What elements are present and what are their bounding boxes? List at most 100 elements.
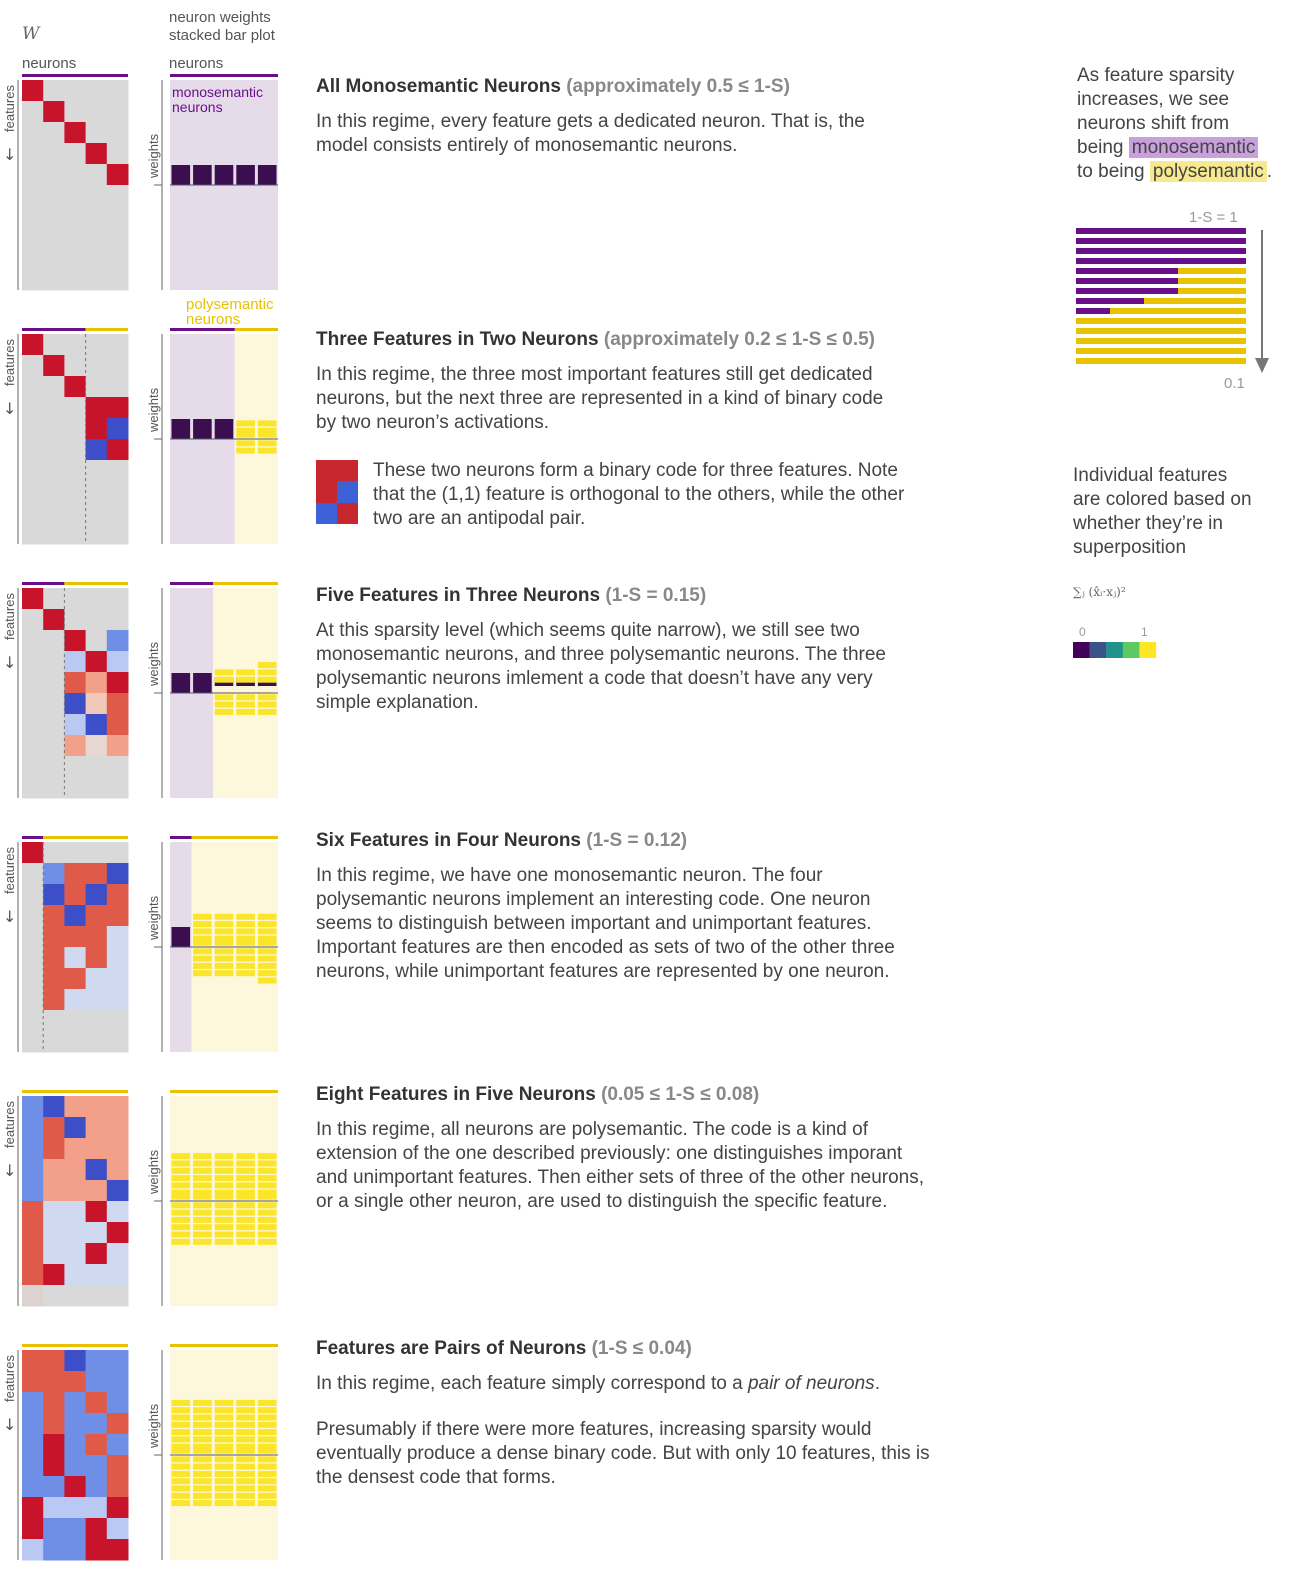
poly-weight-segment [193, 1399, 212, 1406]
matrix-cell [106, 481, 129, 503]
poly-weight-segment [257, 913, 277, 920]
poly-weight-segment [193, 935, 212, 946]
matrix-cell [43, 523, 65, 545]
matrix-cell [22, 206, 44, 228]
matrix-cell [43, 460, 65, 482]
mono-weight-bar [193, 419, 212, 439]
poly-weight-segment [257, 1209, 277, 1216]
poly-weight-segment [236, 1436, 255, 1443]
poly-weight-segment [257, 1485, 277, 1492]
matrix-cell [22, 143, 44, 165]
sidebar-prefix: to being [1077, 161, 1150, 182]
matrix-cell [43, 1264, 65, 1286]
matrix-cell [43, 926, 65, 948]
poly-indicator-bar [234, 328, 278, 331]
poly-weight-segment [193, 1182, 212, 1189]
matrix-cell [43, 185, 65, 207]
matrix-cell [43, 630, 65, 652]
poly-weight-segment [193, 1407, 212, 1414]
poly-weight-segment [257, 1429, 277, 1436]
body-text-end: . [874, 1373, 880, 1394]
section-title-text: Six Features in Four Neurons [316, 830, 581, 851]
poly-weight-segment [193, 1478, 212, 1485]
matrix-cell [43, 1096, 65, 1118]
poly-weight-segment [171, 1153, 191, 1160]
matrix-cell [22, 1222, 44, 1244]
matrix-cell [22, 1434, 44, 1456]
poly-weight-segment [236, 913, 255, 920]
mono-neurons-label: monosemantic [172, 84, 263, 100]
matrix-cell [64, 609, 87, 631]
down-arrow-icon: ↓ [3, 907, 16, 926]
section-2: Three Features in Two Neurons (approxima… [316, 329, 936, 435]
matrix-cell [22, 863, 44, 885]
w-matrix-label: W [22, 24, 40, 44]
matrix-cell [64, 1180, 87, 1202]
figure-row-2: features ↓ weights [2, 328, 278, 545]
matrix-cell [43, 693, 65, 715]
section-condition: (approximately 0.2 ≤ 1-S ≤ 0.5) [603, 329, 875, 350]
section-body-2: Presumably if there were more features, … [316, 1419, 930, 1488]
matrix-cell [64, 439, 87, 461]
section-body: In this regime, every feature gets a ded… [316, 111, 865, 156]
matrix-cell [106, 588, 129, 610]
matrix-cell [106, 1180, 129, 1202]
matrix-cell [22, 777, 44, 799]
poly-weight-segment [214, 948, 234, 955]
sparsity-poly-segment [1110, 308, 1246, 314]
matrix-cell [22, 523, 44, 545]
poly-weight-segment [257, 1216, 277, 1223]
matrix-cell [64, 651, 87, 673]
matrix-cell [64, 418, 87, 440]
poly-weight-segment [236, 1421, 255, 1428]
sparsity-poly-segment [1178, 268, 1246, 274]
matrix-cell [106, 693, 129, 715]
poly-weight-segment [236, 708, 255, 715]
matrix-cell [22, 269, 44, 291]
sparsity-poly-segment [1076, 328, 1246, 334]
matrix-cell [22, 651, 44, 673]
matrix-cell [64, 947, 87, 969]
poly-weight-segment [236, 935, 255, 946]
section-body: In this regime, we have one monosemantic… [316, 865, 895, 982]
matrix-cell [85, 164, 108, 186]
poly-weight-segment [257, 708, 277, 715]
poly-weight-segment [193, 948, 212, 955]
matrix-cell [85, 502, 108, 524]
poly-weight-segment [236, 1399, 255, 1406]
poly-weight-segment [257, 1436, 277, 1443]
matrix-cell [43, 439, 65, 461]
matrix-cell [85, 905, 108, 927]
matrix-cell [106, 905, 129, 927]
poly-weight-segment [257, 440, 277, 447]
poly-weight-segment [193, 1189, 212, 1200]
poly-weight-segment [236, 1216, 255, 1223]
matrix-cell [43, 777, 65, 799]
matrix-cell [85, 397, 108, 419]
poly-weight-segment [214, 676, 234, 683]
matrix-cell [106, 1117, 129, 1139]
poly-weight-segment [236, 1153, 255, 1160]
matrix-cell [22, 1371, 44, 1393]
weights-axis-label: weights [146, 1149, 161, 1195]
matrix-cell [22, 1159, 44, 1181]
matrix-cell [64, 185, 87, 207]
sidebar-line: As feature sparsity [1077, 65, 1235, 86]
matrix-cell [106, 248, 129, 270]
matrix-cell [85, 355, 108, 377]
poly-weight-segment [236, 1492, 255, 1499]
matrix-cell [22, 884, 44, 906]
poly-weight-segment [236, 1470, 255, 1477]
poly-weight-segment [236, 1463, 255, 1470]
poly-weight-segment [236, 921, 255, 928]
matrix-cell [22, 1138, 44, 1160]
poly-weight-segment [257, 1399, 277, 1406]
matrix-cell [106, 1518, 129, 1540]
matrix-cell [22, 1518, 44, 1540]
poly-weight-segment [257, 935, 277, 946]
poly-weight-segment [214, 1153, 234, 1160]
matrix-cell [106, 1096, 129, 1118]
poly-weight-segment [257, 676, 277, 683]
poly-weight-segment [171, 1470, 191, 1477]
colorbar-swatch [1122, 642, 1140, 658]
